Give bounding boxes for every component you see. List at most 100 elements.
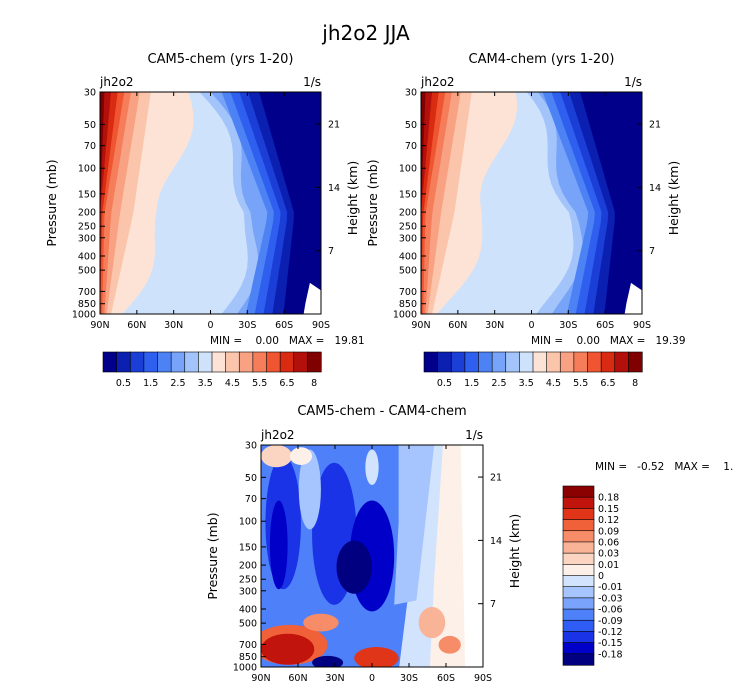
variable-label: jh2o2: [260, 428, 295, 442]
lat-tick-label: 0: [207, 320, 213, 331]
colorbar-label: 2.5: [491, 378, 506, 389]
pressure-tick-label: 500: [78, 266, 96, 277]
units-label: 1/s: [303, 75, 321, 89]
negative-core: [336, 540, 372, 594]
lat-tick-label: 0: [528, 320, 534, 331]
colorbar-swatch: [170, 351, 186, 373]
pressure-tick-label: 400: [399, 251, 417, 262]
lat-tick-label: 90N: [90, 320, 109, 331]
colorbar-swatch: [184, 351, 199, 373]
colorbar-label: -0.12: [598, 627, 623, 638]
colorbar-swatch: [225, 351, 240, 373]
colorbar-swatch: [587, 351, 602, 373]
colorbar-swatch: [559, 351, 575, 373]
min-max-stats: MIN = 0.00 MAX = 19.39: [531, 335, 686, 347]
colorbar-swatch: [519, 351, 534, 373]
pressure-tick-label: 200: [78, 208, 96, 219]
pressure-tick-label: 150: [399, 189, 417, 200]
min-max-stats: MIN = -0.52 MAX = 1.18: [595, 461, 733, 473]
colorbar-swatch: [562, 631, 595, 644]
pressure-tick-label: 200: [399, 208, 417, 219]
negative-core: [269, 500, 288, 590]
lat-tick-label: 30S: [559, 320, 577, 331]
pressure-tick-label: 700: [399, 287, 417, 298]
pressure-tick-label: 250: [399, 222, 417, 233]
pressure-tick-label: 50: [245, 473, 257, 484]
colorbar-swatch: [157, 351, 172, 373]
lat-tick-label: 90N: [251, 673, 270, 684]
missing-data-area: [624, 282, 642, 314]
positive-blob: [261, 633, 315, 665]
colorbar-swatch: [562, 619, 595, 633]
colorbar-swatch: [614, 351, 629, 373]
lat-tick-label: 90S: [312, 320, 330, 331]
height-tick-label: 14: [649, 183, 661, 194]
colorbar-label: -0.15: [598, 638, 623, 649]
pressure-tick-label: 100: [78, 164, 96, 175]
colorbar-swatch: [562, 485, 595, 498]
pressure-tick-label: 850: [399, 299, 417, 310]
lat-tick-label: 60S: [437, 673, 455, 684]
lat-tick-label: 60S: [275, 320, 293, 331]
height-tick-label: 21: [328, 120, 340, 131]
colorbar-swatch: [562, 586, 595, 599]
lat-tick-label: 30N: [325, 673, 344, 684]
colorbar-label: 5.5: [252, 378, 267, 389]
pressure-tick-label: 1000: [72, 310, 96, 321]
colorbar-swatch: [562, 653, 595, 666]
colorbar-label: 0.06: [598, 537, 619, 548]
colorbar-label: 8: [311, 378, 317, 389]
colorbar-swatch: [129, 351, 145, 373]
pressure-tick-label: 150: [78, 189, 96, 200]
positive-patch: [261, 445, 293, 468]
pressure-tick-label: 300: [78, 233, 96, 244]
colorbar-label: 1.5: [143, 378, 158, 389]
height-tick-label: 14: [328, 183, 340, 194]
colorbar-swatch: [573, 351, 589, 373]
height-tick-label: 21: [649, 120, 661, 131]
colorbar-swatch: [562, 508, 595, 521]
colorbar-label: 0.12: [598, 515, 619, 526]
colorbar-label: 8: [632, 378, 638, 389]
units-label: 1/s: [465, 428, 483, 442]
colorbar-label: -0.06: [598, 605, 623, 616]
pressure-tick-label: 1000: [393, 310, 417, 321]
variable-label: jh2o2: [99, 75, 134, 89]
colorbar-swatch: [562, 552, 595, 565]
contour-field: [421, 92, 642, 314]
panel-title: CAM4-chem (yrs 1-20): [469, 52, 615, 67]
colorbar-swatch: [238, 351, 254, 373]
colorbar-label: 6.5: [600, 378, 615, 389]
pressure-tick-label: 1000: [233, 663, 257, 674]
lat-tick-label: 60S: [596, 320, 614, 331]
colorbar-label: -0.18: [598, 649, 623, 660]
colorbar-swatch: [628, 351, 643, 373]
lat-tick-label: 60N: [288, 673, 307, 684]
colorbar-label: 1.5: [464, 378, 479, 389]
colorbar-label: 0.09: [598, 526, 619, 537]
pressure-tick-label: 70: [84, 141, 96, 152]
colorbar-swatch: [211, 351, 227, 373]
colorbar-swatch: [562, 608, 595, 621]
colorbar-swatch: [562, 496, 595, 509]
pressure-tick-label: 500: [399, 266, 417, 277]
lat-tick-label: 60N: [448, 320, 467, 331]
panel-cam5: 3050701001502002503004005007008501000211…: [44, 52, 365, 389]
colorbar-label: 4.5: [225, 378, 240, 389]
lat-tick-label: 30S: [400, 673, 418, 684]
pressure-tick-label: 30: [245, 441, 257, 452]
min-max-stats: MIN = 0.00 MAX = 19.81: [210, 335, 365, 347]
colorbar-swatch: [478, 351, 493, 373]
pressure-tick-label: 200: [239, 561, 257, 572]
pressure-tick-label: 700: [239, 640, 257, 651]
lat-tick-label: 30N: [164, 320, 183, 331]
variable-label: jh2o2: [420, 75, 455, 89]
colorbar-label: 0.18: [598, 493, 619, 504]
colorbar-swatch: [437, 351, 452, 373]
colorbar-label: 0.5: [116, 378, 131, 389]
lat-tick-label: 0: [369, 673, 375, 684]
colorbar-label: 3.5: [198, 378, 213, 389]
colorbar-label: 4.5: [546, 378, 561, 389]
colorbar-label: 6.5: [279, 378, 294, 389]
near-zero-streak: [298, 449, 321, 530]
